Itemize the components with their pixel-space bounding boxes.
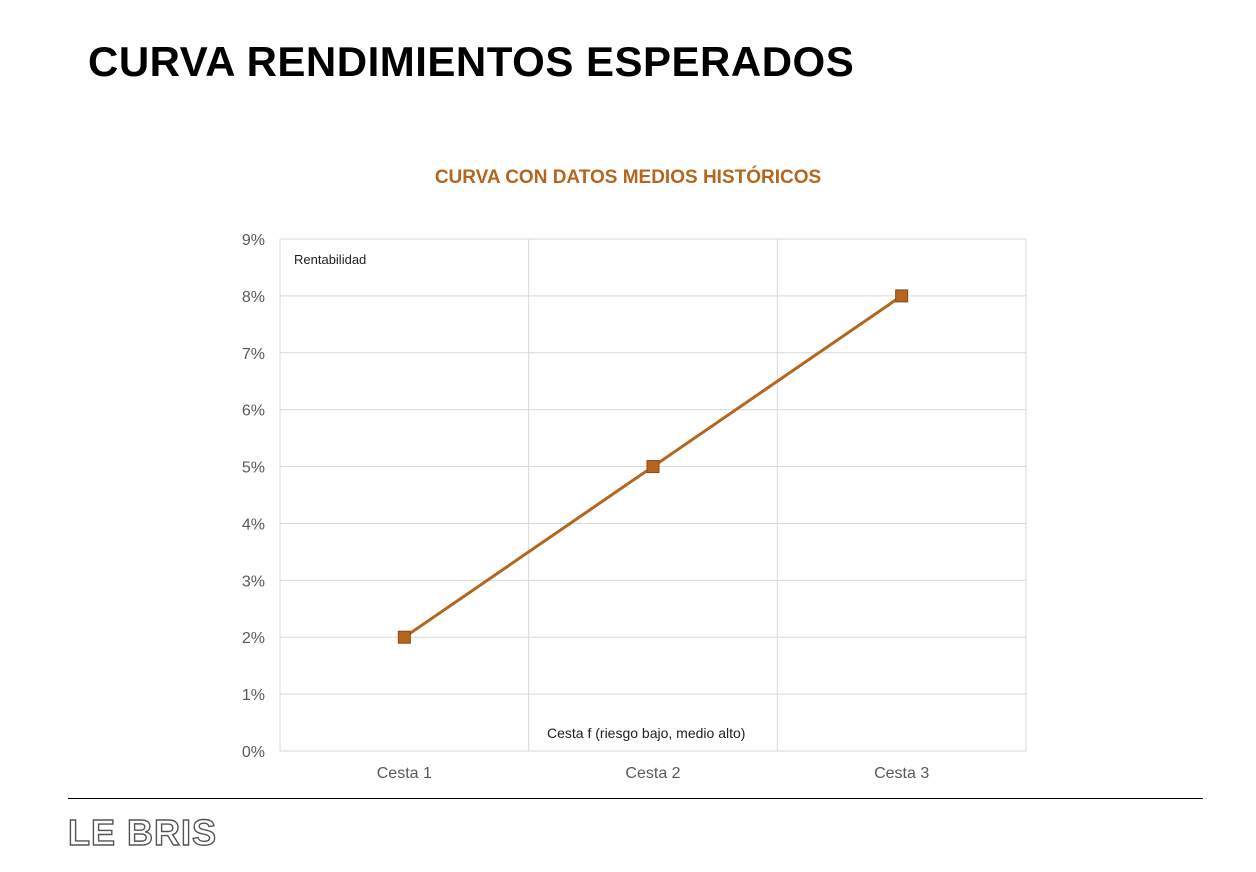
y-tick-label: 8% [242, 289, 265, 306]
x-axis: Cesta 1 Cesta 2 Cesta 3 [377, 765, 930, 782]
page-title: CURVA RENDIMIENTOS ESPERADOS [88, 38, 855, 85]
y-tick-label: 4% [242, 516, 265, 533]
data-point-marker [397, 630, 411, 644]
x-tick-label: Cesta 2 [625, 765, 680, 782]
y-tick-label: 1% [242, 687, 265, 704]
series-group [397, 289, 909, 644]
chart-title: CURVA CON DATOS MEDIOS HISTÓRICOS [434, 167, 822, 188]
y-tick-label: 7% [242, 346, 265, 363]
y-tick-label: 6% [242, 403, 265, 420]
y-axis-label: Rentabilidad [294, 252, 366, 267]
data-point-marker [895, 289, 909, 303]
x-tick-label: Cesta 3 [874, 765, 929, 782]
y-axis: 0% 1% 2% 3% 4% 5% 6% 7% 8% 9% [242, 232, 265, 761]
y-tick-label: 5% [242, 460, 265, 477]
y-tick-label: 2% [242, 630, 265, 647]
y-tick-label: 0% [242, 744, 265, 761]
brand-logo: LE BRIS [67, 811, 218, 853]
footer-divider [68, 798, 1203, 799]
x-tick-label: Cesta 1 [377, 765, 432, 782]
y-tick-label: 9% [242, 232, 265, 249]
data-point-marker [646, 460, 660, 474]
y-tick-label: 3% [242, 573, 265, 590]
x-axis-label: Cesta f (riesgo bajo, medio alto) [547, 725, 745, 741]
gridlines [279, 238, 1027, 752]
